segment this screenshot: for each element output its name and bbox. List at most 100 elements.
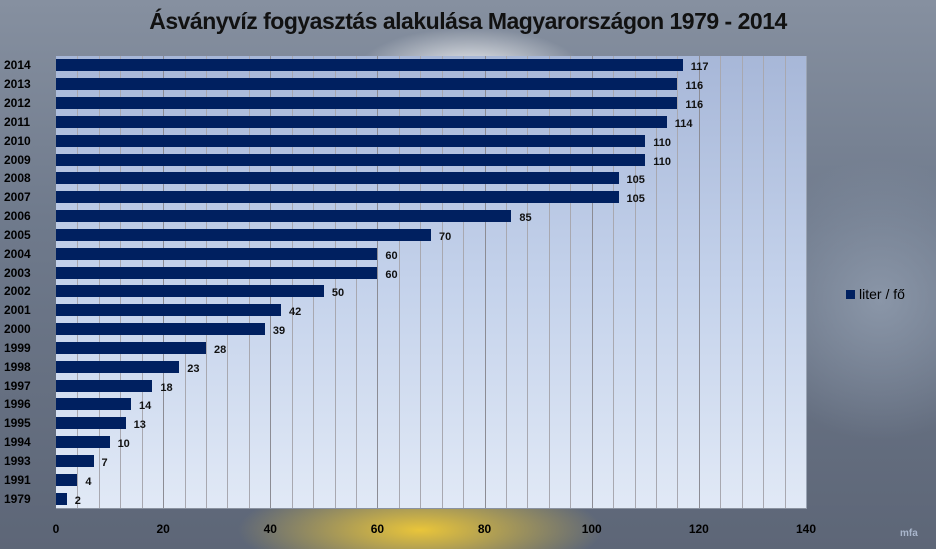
data-label: 39: [272, 325, 286, 338]
data-label: 116: [685, 99, 704, 112]
gridline: [548, 56, 550, 508]
gridline: [763, 56, 765, 508]
bar: [56, 492, 67, 505]
bar: [56, 285, 324, 298]
data-label: 7: [101, 456, 108, 469]
gridline: [613, 56, 615, 508]
bar: [56, 59, 683, 72]
bar: [56, 115, 667, 128]
category-label: 1997: [4, 378, 31, 393]
gridline: [206, 56, 207, 508]
data-label: 42: [289, 306, 302, 319]
gridline: [527, 56, 529, 508]
bar: [56, 247, 378, 260]
gridline: [591, 56, 593, 508]
bar: [56, 417, 126, 430]
category-label: 2001: [4, 303, 31, 318]
x-tick-label: 100: [581, 522, 602, 536]
data-label: 85: [519, 212, 532, 225]
gridline: [377, 56, 379, 508]
category-label: 2003: [4, 265, 31, 280]
gridline: [484, 56, 486, 508]
legend: liter / fő: [846, 286, 905, 302]
bar: [56, 473, 78, 486]
gridline: [784, 56, 786, 508]
gridline: [698, 56, 700, 508]
category-label: 1979: [4, 491, 31, 506]
bar: [56, 454, 94, 467]
bar: [56, 323, 265, 336]
category-label: 2013: [4, 77, 31, 92]
gridline: [141, 56, 143, 508]
bar: [56, 398, 131, 411]
data-label: 23: [187, 362, 200, 375]
category-label: 1996: [4, 397, 31, 412]
data-label: 117: [690, 61, 709, 74]
gridline: [77, 56, 79, 508]
gridline: [441, 56, 443, 508]
data-label: 60: [385, 249, 398, 262]
gridline: [356, 56, 357, 508]
data-label: 4: [85, 475, 92, 488]
bar: [56, 153, 646, 166]
data-label: 105: [626, 174, 645, 187]
data-label: 2: [74, 494, 81, 507]
gridline: [463, 56, 465, 508]
gridline: [120, 56, 122, 508]
category-label: 2009: [4, 152, 31, 167]
gridline: [248, 56, 250, 508]
category-label: 2012: [4, 96, 31, 111]
x-tick-label: 20: [156, 522, 170, 536]
category-label: 1999: [4, 340, 31, 355]
watermark-logo: mfa: [900, 528, 918, 539]
data-label: 60: [385, 268, 398, 281]
x-tick-label: 60: [370, 522, 385, 536]
bar: [56, 436, 110, 449]
category-label: 2006: [4, 209, 31, 224]
gridline: [184, 56, 186, 508]
legend-swatch: [846, 289, 855, 299]
bar: [56, 134, 646, 147]
data-label: 14: [139, 400, 152, 413]
gridline: [570, 56, 572, 508]
bar: [56, 78, 678, 91]
bar: [56, 191, 619, 204]
category-label: 2008: [4, 171, 31, 186]
data-label: 13: [133, 419, 146, 432]
x-tick-label: 80: [477, 522, 492, 536]
data-label: 110: [653, 155, 672, 168]
bar: [56, 379, 153, 392]
category-label: 1993: [4, 453, 31, 468]
data-label: 70: [439, 230, 452, 243]
plot-area: 117 116 116 114 110 110 105 105 85 70 60 60 50 42 39 28…: [56, 56, 807, 509]
legend-label: liter / fő: [859, 286, 905, 302]
bar: [56, 304, 281, 317]
category-label: 2010: [4, 133, 31, 148]
data-label: 28: [214, 343, 227, 356]
gridline: [334, 56, 336, 508]
data-label: 116: [685, 80, 704, 93]
category-label: 2002: [4, 284, 31, 299]
gridline: [720, 56, 722, 508]
category-label: 2004: [4, 246, 31, 261]
gridline: [398, 56, 400, 508]
gridline: [634, 56, 636, 508]
gridline: [506, 56, 507, 508]
data-label: 50: [331, 287, 345, 300]
data-label: 110: [653, 136, 672, 149]
x-tick-label: 40: [263, 522, 277, 536]
gridline: [677, 56, 679, 508]
gridline: [270, 56, 272, 508]
bar: [56, 172, 619, 185]
category-label: 1998: [4, 359, 31, 374]
bar: [56, 228, 431, 241]
x-tick-label: 140: [795, 522, 817, 536]
category-label: 1995: [4, 416, 31, 431]
data-label: 114: [674, 117, 693, 130]
category-label: 2014: [4, 58, 31, 73]
data-label: 18: [160, 381, 173, 394]
chart-title: Ásványvíz fogyasztás alakulása Magyarors…: [149, 8, 787, 34]
category-label: 2005: [4, 227, 31, 242]
gridline: [163, 56, 165, 508]
category-label: 1991: [4, 472, 31, 487]
